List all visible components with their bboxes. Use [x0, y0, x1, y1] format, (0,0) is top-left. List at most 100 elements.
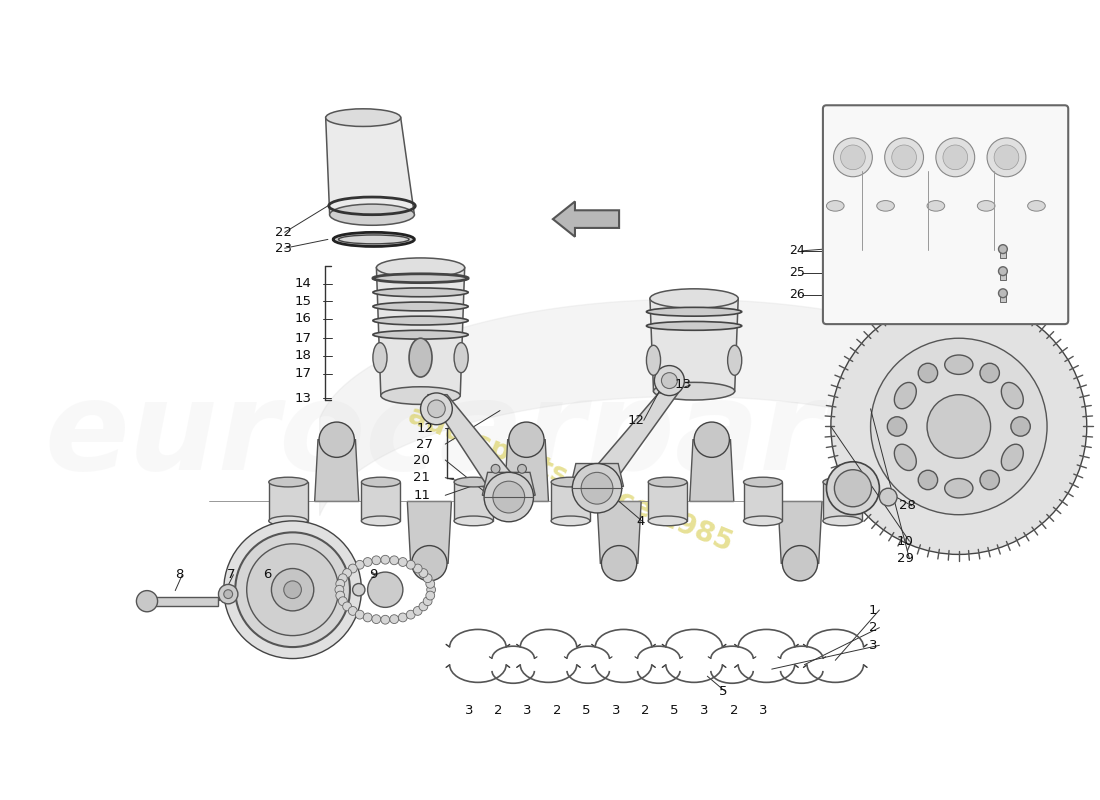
Circle shape [343, 602, 352, 610]
Circle shape [870, 338, 1047, 514]
Polygon shape [553, 202, 619, 237]
Circle shape [349, 564, 358, 573]
Bar [1000, 295, 1005, 302]
Polygon shape [505, 440, 549, 502]
Text: 5: 5 [582, 704, 591, 717]
Circle shape [581, 472, 613, 504]
Text: 24: 24 [790, 244, 805, 258]
Circle shape [336, 591, 344, 600]
Text: 5: 5 [718, 685, 727, 698]
Bar [823, 482, 861, 521]
Ellipse shape [373, 330, 469, 339]
Polygon shape [597, 502, 641, 563]
Ellipse shape [647, 307, 741, 316]
Text: 3: 3 [701, 704, 708, 717]
Circle shape [336, 579, 344, 588]
Ellipse shape [648, 478, 688, 487]
Ellipse shape [326, 109, 400, 126]
Circle shape [518, 465, 527, 474]
Circle shape [572, 463, 621, 513]
Text: 25: 25 [790, 266, 805, 279]
Circle shape [246, 544, 339, 636]
Circle shape [980, 363, 1000, 382]
Text: 2: 2 [641, 704, 650, 717]
Ellipse shape [373, 274, 469, 282]
Text: 17: 17 [295, 332, 311, 345]
Text: 12: 12 [628, 414, 645, 426]
Ellipse shape [339, 235, 409, 244]
Text: 11: 11 [414, 489, 430, 502]
Circle shape [840, 145, 866, 170]
Ellipse shape [1001, 444, 1023, 470]
Circle shape [830, 298, 1087, 554]
Circle shape [426, 579, 434, 588]
Circle shape [936, 138, 975, 177]
Circle shape [999, 266, 1008, 275]
Text: 22: 22 [275, 226, 292, 239]
Ellipse shape [362, 516, 400, 526]
Circle shape [398, 558, 407, 566]
Text: 28: 28 [899, 499, 915, 512]
Polygon shape [571, 463, 624, 486]
Bar [147, 597, 218, 606]
Polygon shape [778, 502, 822, 563]
Circle shape [782, 546, 817, 581]
Bar [1000, 273, 1005, 280]
Ellipse shape [268, 478, 308, 487]
Ellipse shape [1001, 382, 1023, 409]
Text: eurocarparts: eurocarparts [44, 374, 956, 496]
Ellipse shape [1027, 201, 1045, 211]
Circle shape [272, 569, 313, 611]
Circle shape [888, 417, 906, 436]
Text: autosparts since 1985: autosparts since 1985 [405, 402, 737, 558]
Bar [268, 482, 308, 521]
Ellipse shape [648, 516, 688, 526]
Ellipse shape [454, 478, 493, 487]
Ellipse shape [945, 478, 972, 498]
Circle shape [884, 138, 924, 177]
Text: 23: 23 [275, 242, 292, 254]
Ellipse shape [223, 590, 232, 598]
Ellipse shape [373, 342, 387, 373]
Circle shape [661, 373, 678, 389]
Ellipse shape [454, 516, 493, 526]
Ellipse shape [977, 201, 996, 211]
Ellipse shape [330, 204, 415, 226]
Circle shape [980, 470, 1000, 490]
Circle shape [999, 289, 1008, 298]
Circle shape [918, 363, 937, 382]
Ellipse shape [826, 201, 844, 211]
Circle shape [389, 614, 398, 623]
Text: 13: 13 [295, 392, 311, 405]
Ellipse shape [268, 516, 308, 526]
Text: 3: 3 [613, 704, 620, 717]
FancyBboxPatch shape [823, 106, 1068, 324]
Circle shape [427, 586, 436, 594]
Text: 4: 4 [637, 515, 645, 528]
Polygon shape [315, 440, 359, 502]
Ellipse shape [945, 355, 972, 374]
Ellipse shape [551, 478, 590, 487]
Polygon shape [428, 394, 527, 492]
Circle shape [509, 422, 544, 458]
Ellipse shape [879, 488, 896, 506]
Text: 27: 27 [416, 438, 433, 450]
Circle shape [424, 574, 432, 582]
Circle shape [414, 564, 422, 573]
Circle shape [284, 581, 301, 598]
Circle shape [424, 597, 432, 606]
Text: 1: 1 [869, 603, 878, 617]
Text: 3: 3 [869, 639, 878, 652]
Text: 13: 13 [674, 378, 692, 391]
Text: 2: 2 [729, 704, 738, 717]
Text: 17: 17 [295, 367, 311, 380]
Circle shape [339, 597, 348, 606]
Circle shape [428, 400, 446, 418]
Circle shape [491, 465, 501, 474]
Circle shape [367, 572, 403, 607]
Ellipse shape [744, 516, 782, 526]
Circle shape [398, 613, 407, 622]
Ellipse shape [744, 478, 782, 487]
Circle shape [994, 145, 1019, 170]
Circle shape [834, 138, 872, 177]
